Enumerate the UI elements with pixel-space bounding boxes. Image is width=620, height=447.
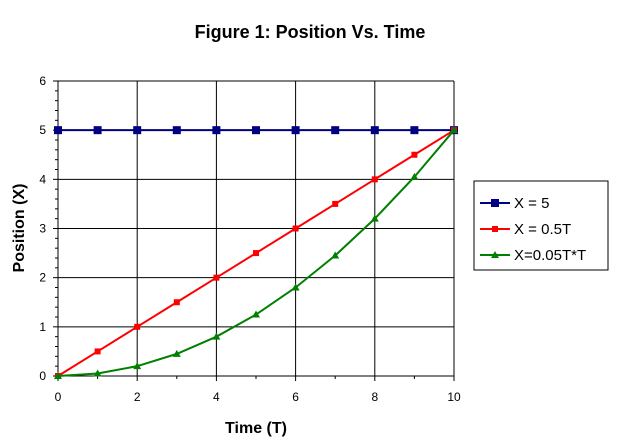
series-3-point xyxy=(93,369,102,377)
legend-label: X = 0.5T xyxy=(514,221,571,238)
series-1-point xyxy=(252,126,260,135)
series-1-point xyxy=(370,126,379,135)
series-3-point xyxy=(291,283,300,291)
y-tick-label: 2 xyxy=(39,271,46,285)
y-tick-label: 3 xyxy=(39,222,46,236)
x-axis-label: Time (T) xyxy=(225,420,287,437)
legend-label: X=0.05T*T xyxy=(514,247,586,264)
series-3-point xyxy=(54,372,62,379)
x-tick-label: 0 xyxy=(55,390,62,404)
x-tick-label: 6 xyxy=(292,390,299,404)
series-1-point xyxy=(410,126,419,135)
grid xyxy=(58,80,455,376)
legend-item: X=0.05T*T xyxy=(480,247,586,264)
x-tick-label: 8 xyxy=(371,390,378,404)
y-tick-label: 0 xyxy=(39,369,46,383)
series-2-point xyxy=(134,323,141,330)
y-tick-label: 6 xyxy=(39,74,46,88)
series-2-point xyxy=(253,250,259,257)
series-2-point xyxy=(213,274,220,281)
legend-swatch-marker xyxy=(492,226,498,232)
legend: X = 5 X = 0.5T X=0.05T*T xyxy=(473,180,609,271)
x-tick-label: 10 xyxy=(447,390,461,404)
series-1-point xyxy=(291,126,300,135)
series-2-point xyxy=(292,225,299,232)
series-3-point xyxy=(450,126,458,134)
series-2-point xyxy=(94,348,101,355)
series-3-point xyxy=(410,172,419,180)
series-3-point xyxy=(331,251,340,259)
series-3-point xyxy=(212,332,221,340)
series-group xyxy=(54,126,458,379)
series-3-point xyxy=(370,214,379,222)
series-1-point xyxy=(54,126,62,135)
y-tick-label: 4 xyxy=(39,172,46,186)
series-1 xyxy=(54,126,458,135)
series-1-point xyxy=(331,126,340,135)
legend-item: X = 0.5T xyxy=(480,221,571,238)
series-2-point xyxy=(173,299,180,306)
series-2-point xyxy=(411,151,418,158)
series-1-point xyxy=(212,126,221,135)
legend-label: X = 5 xyxy=(514,195,549,212)
series-2-point xyxy=(332,200,339,207)
ticks: 0 1 2 3 4 5 6 0 2 4 6 8 10 xyxy=(39,74,461,404)
legend-swatch-marker xyxy=(491,199,499,207)
x-tick-label: 4 xyxy=(213,390,220,404)
legend-swatch-marker xyxy=(491,251,499,258)
series-2 xyxy=(55,127,457,379)
series-3-point xyxy=(172,349,181,357)
series-2-point xyxy=(371,176,378,183)
series-3 xyxy=(54,126,458,379)
legend-item: X = 5 xyxy=(480,195,549,212)
chart-title: Figure 1: Position Vs. Time xyxy=(195,22,426,42)
series-1-point xyxy=(172,126,181,135)
series-1-point xyxy=(133,126,142,135)
series-3-point xyxy=(252,310,260,318)
x-tick-label: 2 xyxy=(134,390,141,404)
y-tick-label: 1 xyxy=(39,320,46,334)
y-tick-label: 5 xyxy=(39,123,46,137)
y-axis-label: Position (X) xyxy=(11,184,28,273)
series-1-point xyxy=(93,126,102,135)
legend-items: X = 5 X = 0.5T X=0.05T*T xyxy=(480,195,586,264)
series-3-point xyxy=(133,362,142,370)
